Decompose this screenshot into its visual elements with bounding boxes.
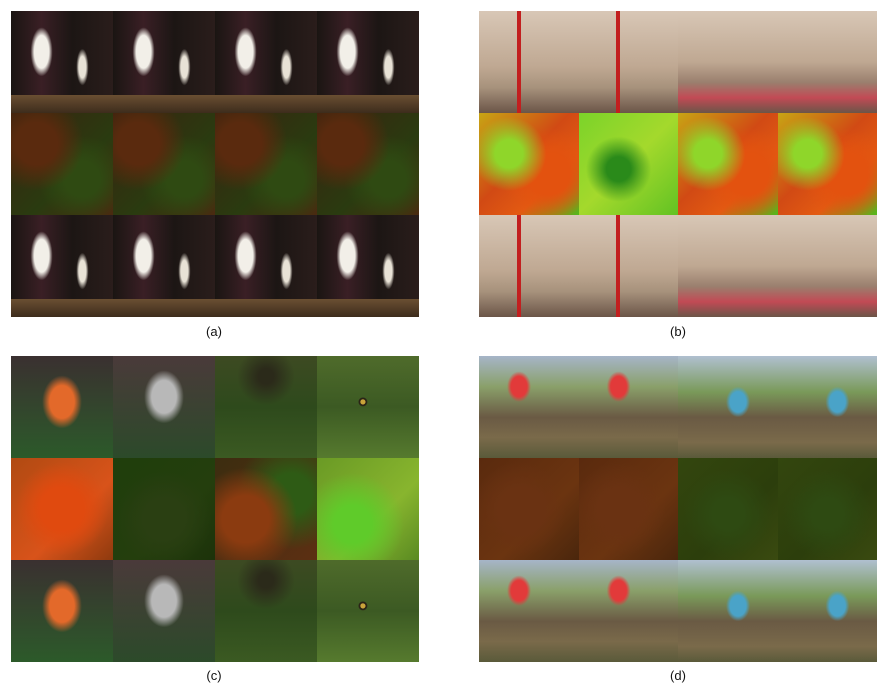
flow-a-1 — [11, 113, 113, 215]
frame-c-output-3 — [215, 560, 317, 662]
flow-b-2 — [578, 113, 678, 215]
frame-d-input-2 — [578, 356, 678, 458]
frame-a-input-3 — [215, 11, 317, 113]
flow-a-4 — [317, 113, 419, 215]
panel-c-caption: (c) — [206, 668, 222, 683]
flow-b-3 — [678, 113, 778, 215]
panel-d-caption: (d) — [670, 668, 686, 683]
frame-b-input-2 — [578, 11, 678, 113]
frame-c-input-1 — [11, 356, 113, 458]
frame-d-input-1 — [479, 356, 579, 458]
frame-c-input-2 — [113, 356, 215, 458]
frame-c-input-4 — [317, 356, 419, 458]
frame-c-input-3 — [215, 356, 317, 458]
panel-a — [11, 11, 419, 317]
frame-a-input-1 — [11, 11, 113, 113]
frame-b-input-3 — [678, 11, 778, 113]
frame-a-output-4 — [317, 215, 419, 317]
frame-b-output-4 — [777, 215, 877, 317]
panel-d — [479, 356, 877, 662]
frame-b-output-3 — [678, 215, 778, 317]
panel-b-caption: (b) — [670, 324, 686, 339]
frame-d-input-3 — [678, 356, 778, 458]
flow-a-3 — [215, 113, 317, 215]
flow-d-4 — [777, 458, 877, 560]
flow-a-2 — [113, 113, 215, 215]
frame-b-input-4 — [777, 11, 877, 113]
flow-b-4 — [777, 113, 877, 215]
flow-c-1 — [11, 458, 113, 560]
flow-c-4 — [317, 458, 419, 560]
frame-a-input-2 — [113, 11, 215, 113]
frame-d-output-1 — [479, 560, 579, 662]
frame-c-output-1 — [11, 560, 113, 662]
flow-b-1 — [479, 113, 579, 215]
frame-b-output-2 — [578, 215, 678, 317]
frame-d-output-3 — [678, 560, 778, 662]
flow-c-2 — [113, 458, 215, 560]
panel-a-caption: (a) — [206, 324, 222, 339]
frame-d-input-4 — [777, 356, 877, 458]
flow-d-2 — [578, 458, 678, 560]
frame-a-output-3 — [215, 215, 317, 317]
frame-c-output-2 — [113, 560, 215, 662]
flow-d-3 — [678, 458, 778, 560]
frame-d-output-2 — [578, 560, 678, 662]
frame-a-output-1 — [11, 215, 113, 317]
frame-a-input-4 — [317, 11, 419, 113]
panel-c — [11, 356, 419, 662]
frame-a-output-2 — [113, 215, 215, 317]
panel-b — [479, 11, 877, 317]
frame-d-output-4 — [777, 560, 877, 662]
flow-d-1 — [479, 458, 579, 560]
frame-c-output-4 — [317, 560, 419, 662]
flow-c-3 — [215, 458, 317, 560]
frame-b-input-1 — [479, 11, 579, 113]
frame-b-output-1 — [479, 215, 579, 317]
